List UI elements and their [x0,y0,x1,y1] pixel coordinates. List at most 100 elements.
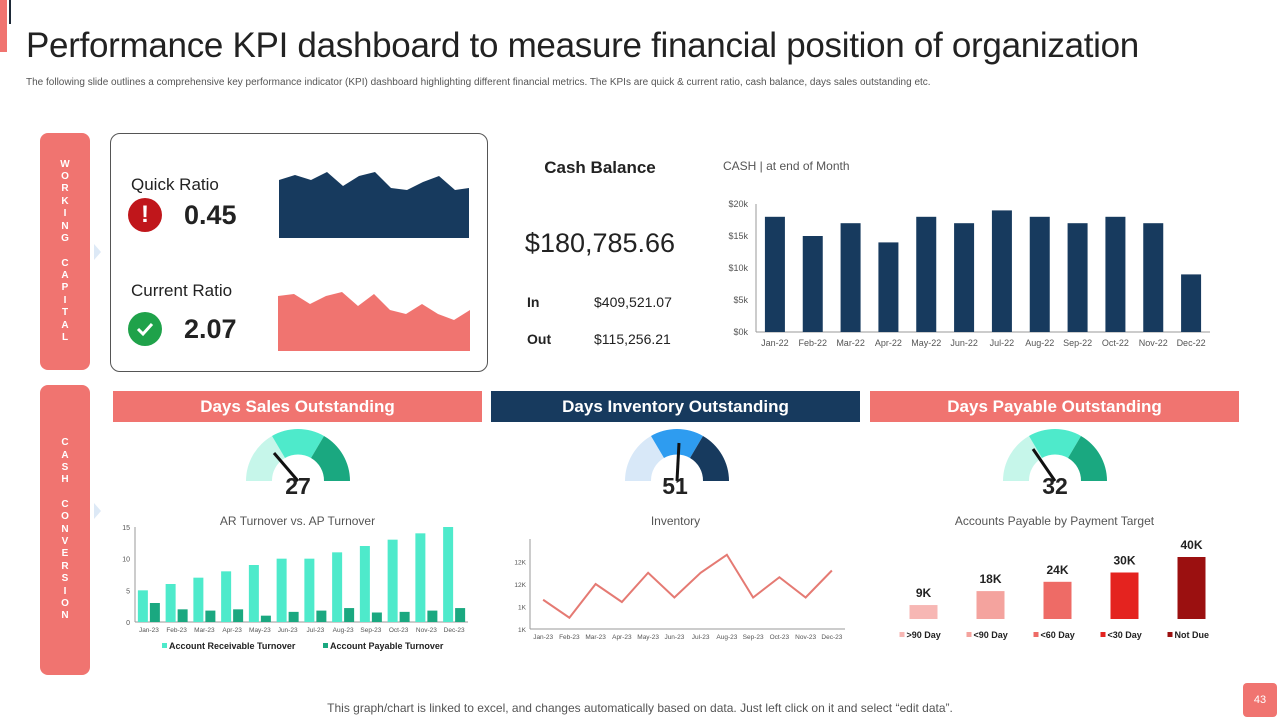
y-tick-label: 12K [514,582,526,589]
inventory-line-chart: 1K 1K 12K 12K Jan-23 Feb-23 Mar-23 Apr-23 May-23… [514,539,845,641]
y-tick-label: 10 [122,557,130,564]
x-tick-label: Nov-23 [416,627,437,634]
legend-label: Not Due [1175,630,1210,640]
legend-label: <90 Day [974,630,1008,640]
accent-line [9,0,11,24]
ap-target-chart-title: Accounts Payable by Payment Target [954,514,1155,528]
cash-bar [1067,223,1088,332]
x-tick-label: Mar-23 [585,634,606,641]
inventory-chart-title: Inventory [650,514,701,528]
y-tick-label: 0 [126,620,130,627]
quick-ratio-sparkline [279,172,469,238]
ar-bar [359,546,370,622]
side-letter: V [61,536,69,547]
side-letter: A [61,449,69,461]
x-tick-label: May-22 [911,338,941,348]
check-icon [128,312,162,346]
ar-bar [248,565,259,622]
dso-gauge [246,429,350,482]
x-tick-label: Oct-23 [389,627,409,634]
ar-bar [387,539,398,622]
ap-target-bar [1177,557,1206,619]
side-letter: O [61,171,69,183]
cash-in-label: In [527,294,540,310]
x-tick-label: Jul-23 [307,627,325,634]
cash-in-value: $409,521.07 [594,294,672,310]
x-tick-label: Apr-23 [222,627,242,634]
quick-ratio-label: Quick Ratio [131,175,219,194]
footer-note: This graph/chart is linked to excel, and… [327,701,953,715]
x-tick-label: May-23 [637,634,659,641]
side-letter: P [61,282,69,294]
current-ratio-label: Current Ratio [131,281,233,300]
y-tick-label: 1K [518,627,527,634]
dpo-gauge [1003,429,1107,482]
side-letter: A [61,319,69,331]
exclamation-icon: ! [128,198,162,232]
legend-swatch [899,632,905,637]
legend-swatch [1167,632,1173,637]
page-subtitle: The following slide outlines a comprehen… [26,77,931,88]
accent-bar [0,0,7,52]
x-tick-label: Feb-23 [559,634,580,641]
side-letter: R [61,183,69,195]
dio-value: 51 [662,473,688,499]
side-letter: N [61,220,69,232]
ap-bar [205,610,216,622]
ar-bar [304,558,315,622]
current-ratio-value: 2.07 [184,314,237,344]
dpo-header: Days Payable Outstanding [870,391,1239,422]
y-tick-label: 1K [518,605,527,612]
legend-label: >90 Day [907,630,941,640]
legend-label: <30 Day [1108,630,1142,640]
dso-value: 27 [285,473,311,499]
cash-out-value: $115,256.21 [594,331,671,347]
side-letter: S [61,461,69,473]
ap-target-bar [1110,572,1139,619]
side-letter: K [61,195,69,207]
x-tick-label: Jul-22 [990,338,1015,348]
x-tick-label: Apr-23 [612,634,632,641]
x-tick-label: Feb-22 [798,338,827,348]
cash-bar [954,223,975,332]
x-tick-label: Jan-22 [761,338,789,348]
page-title: Performance KPI dashboard to measure fin… [26,26,1139,65]
x-tick-label: Jun-22 [950,338,978,348]
side-letter: H [61,474,69,486]
x-tick-label: Jun-23 [278,627,298,634]
cash-balance-value: $180,785.66 [524,228,676,258]
ar-bar [193,577,204,622]
cash-bar [764,216,785,332]
ap-target-bar [976,591,1005,619]
cash-bar [878,242,899,332]
ar-bar [415,533,426,622]
cash-bar [1105,216,1126,332]
x-tick-label: Feb-23 [166,627,187,634]
y-tick-label: $0k [733,327,748,337]
ar-bar [332,552,343,622]
ap-bar [399,611,410,622]
side-letter: N [61,610,69,622]
side-letter: W [60,158,70,170]
x-tick-label: Nov-22 [1139,338,1168,348]
ar-bar [276,558,287,622]
legend-label: <60 Day [1041,630,1075,640]
ap-bar [427,610,438,622]
y-tick-label: $15k [728,231,748,241]
dio-header: Days Inventory Outstanding [491,391,860,422]
x-tick-label: Mar-23 [194,627,215,634]
ar-bar [137,590,148,622]
current-ratio-sparkline [278,292,470,351]
x-tick-label: Dec-22 [1177,338,1206,348]
y-tick-label: 12K [514,560,526,567]
ap-bar [455,608,466,622]
dso-header: Days Sales Outstanding [113,391,482,422]
ap-bar [288,611,299,622]
data-label: 18K [979,572,1001,586]
x-tick-label: Jul-23 [692,634,710,641]
quick-ratio-value: 0.45 [184,200,237,230]
cash-out-label: Out [527,331,552,347]
cash-bar [1181,274,1202,332]
ap-bar [260,615,271,622]
